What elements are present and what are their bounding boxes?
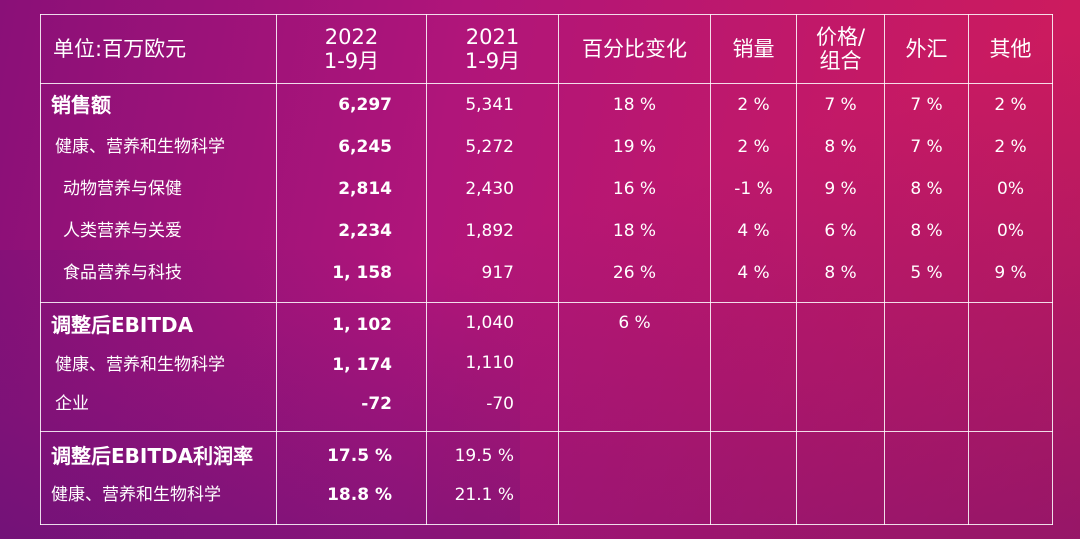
volume-value: 2 % (737, 137, 770, 157)
pct-change-value: 6 % (618, 313, 651, 333)
other-value: 0% (997, 221, 1024, 241)
row-label: 企业 (55, 394, 89, 414)
margin-price-mix-cell (796, 431, 885, 525)
value-2021: 917 (481, 263, 514, 283)
margin-labels-cell: 调整后EBITDA利润率 健康、营养和生物科学 (40, 431, 277, 525)
price-mix-value: 7 % (824, 95, 857, 115)
margin-volume-cell (710, 431, 797, 525)
value-2021: 1,892 (465, 221, 514, 241)
margin-change-cell (558, 431, 711, 525)
margin-other-cell (968, 431, 1053, 525)
sales-price-mix-cell: 7 % 8 % 9 % 6 % 8 % (796, 83, 885, 303)
row-label: 人类营养与关爱 (63, 221, 182, 241)
financial-table: 单位:百万欧元 2022 1-9月 2021 1-9月 百分比变化 销量 价格/组合… (40, 14, 1053, 525)
pct-change-value: 18 % (612, 95, 657, 115)
value-2021: -70 (486, 394, 514, 414)
pct-change-value: 18 % (612, 221, 657, 241)
row-label: 健康、营养和生物科学 (55, 137, 225, 157)
row-label: 健康、营养和生物科学 (51, 485, 221, 505)
value-2022: 18.8 % (327, 485, 392, 505)
fx-value: 7 % (910, 95, 943, 115)
fx-value: 8 % (910, 221, 943, 241)
value-2022: 2,234 (338, 221, 392, 241)
pct-change-value: 26 % (612, 263, 657, 283)
other-value: 2 % (994, 95, 1027, 115)
other-value: 0% (997, 179, 1024, 199)
value-2021: 5,341 (465, 95, 514, 115)
row-label: 调整后EBITDA利润率 (51, 444, 254, 468)
margin-2021-cell: 19.5 % 21.1 % (426, 431, 559, 525)
ebitda-other-cell (968, 302, 1053, 432)
col-header-volume: 销量 (710, 14, 797, 84)
sales-2021-cell: 5,341 5,272 2,430 1,892 917 (426, 83, 559, 303)
sales-labels-cell: 销售额 健康、营养和生物科学 动物营养与保健 人类营养与关爱 食品营养与科技 (40, 83, 277, 303)
row-label: 动物营养与保健 (63, 179, 182, 199)
value-2021: 1,110 (465, 353, 514, 373)
unit-header: 单位:百万欧元 (40, 14, 277, 84)
value-2022: -72 (361, 394, 392, 414)
table-header-row: 单位:百万欧元 2022 1-9月 2021 1-9月 百分比变化 销量 价格/组合… (40, 14, 1053, 84)
other-value: 9 % (994, 263, 1027, 283)
value-2022: 6,245 (338, 137, 392, 157)
value-2022: 1, 102 (332, 315, 392, 335)
row-label: 销售额 (51, 93, 111, 117)
sales-2022-cell: 6,297 6,245 2,814 2,234 1, 158 (276, 83, 427, 303)
row-label: 健康、营养和生物科学 (55, 355, 225, 375)
ebitda-price-mix-cell (796, 302, 885, 432)
volume-value: 4 % (737, 263, 770, 283)
col-header-other: 其他 (968, 14, 1053, 84)
value-2021: 21.1 % (454, 485, 514, 505)
value-2022: 2,814 (338, 179, 392, 199)
margin-group: 调整后EBITDA利润率 健康、营养和生物科学 17.5 % 18.8 % 19… (40, 431, 1053, 525)
price-mix-value: 8 % (824, 263, 857, 283)
col-header-2022: 2022 1-9月 (276, 14, 427, 84)
ebitda-labels-cell: 调整后EBITDA 健康、营养和生物科学 企业 (40, 302, 277, 432)
pct-change-value: 16 % (612, 179, 657, 199)
other-value: 2 % (994, 137, 1027, 157)
margin-fx-cell (884, 431, 969, 525)
value-2021: 2,430 (465, 179, 514, 199)
ebitda-fx-cell (884, 302, 969, 432)
ebitda-2021-cell: 1,040 1,110 -70 (426, 302, 559, 432)
value-2022: 1, 174 (332, 355, 392, 375)
ebitda-2022-cell: 1, 102 1, 174 -72 (276, 302, 427, 432)
fx-value: 7 % (910, 137, 943, 157)
value-2021: 19.5 % (454, 446, 514, 466)
ebitda-group: 调整后EBITDA 健康、营养和生物科学 企业 1, 102 1, 174 -7… (40, 302, 1053, 432)
price-mix-value: 8 % (824, 137, 857, 157)
row-label: 调整后EBITDA (51, 313, 194, 337)
price-mix-value: 9 % (824, 179, 857, 199)
col-header-pct-change: 百分比变化 (558, 14, 711, 84)
fx-value: 5 % (910, 263, 943, 283)
value-2022: 1, 158 (332, 263, 392, 283)
price-mix-value: 6 % (824, 221, 857, 241)
value-2021: 5,272 (465, 137, 514, 157)
sales-fx-cell: 7 % 7 % 8 % 8 % 5 % (884, 83, 969, 303)
volume-value: 2 % (737, 95, 770, 115)
col-header-price-mix: 价格/组合 (796, 14, 885, 84)
col-header-2021: 2021 1-9月 (426, 14, 559, 84)
volume-value: -1 % (734, 179, 773, 199)
row-label: 食品营养与科技 (63, 263, 182, 283)
value-2022: 6,297 (338, 95, 392, 115)
sales-other-cell: 2 % 2 % 0% 0% 9 % (968, 83, 1053, 303)
pct-change-value: 19 % (612, 137, 657, 157)
ebitda-change-cell: 6 % (558, 302, 711, 432)
col-header-fx: 外汇 (884, 14, 969, 84)
sales-group: 销售额 健康、营养和生物科学 动物营养与保健 人类营养与关爱 食品营养与科技 6… (40, 83, 1053, 303)
sales-change-cell: 18 % 19 % 16 % 18 % 26 % (558, 83, 711, 303)
volume-value: 4 % (737, 221, 770, 241)
value-2022: 17.5 % (327, 446, 392, 466)
margin-2022-cell: 17.5 % 18.8 % (276, 431, 427, 525)
fx-value: 8 % (910, 179, 943, 199)
ebitda-volume-cell (710, 302, 797, 432)
value-2021: 1,040 (465, 313, 514, 333)
sales-volume-cell: 2 % 2 % -1 % 4 % 4 % (710, 83, 797, 303)
